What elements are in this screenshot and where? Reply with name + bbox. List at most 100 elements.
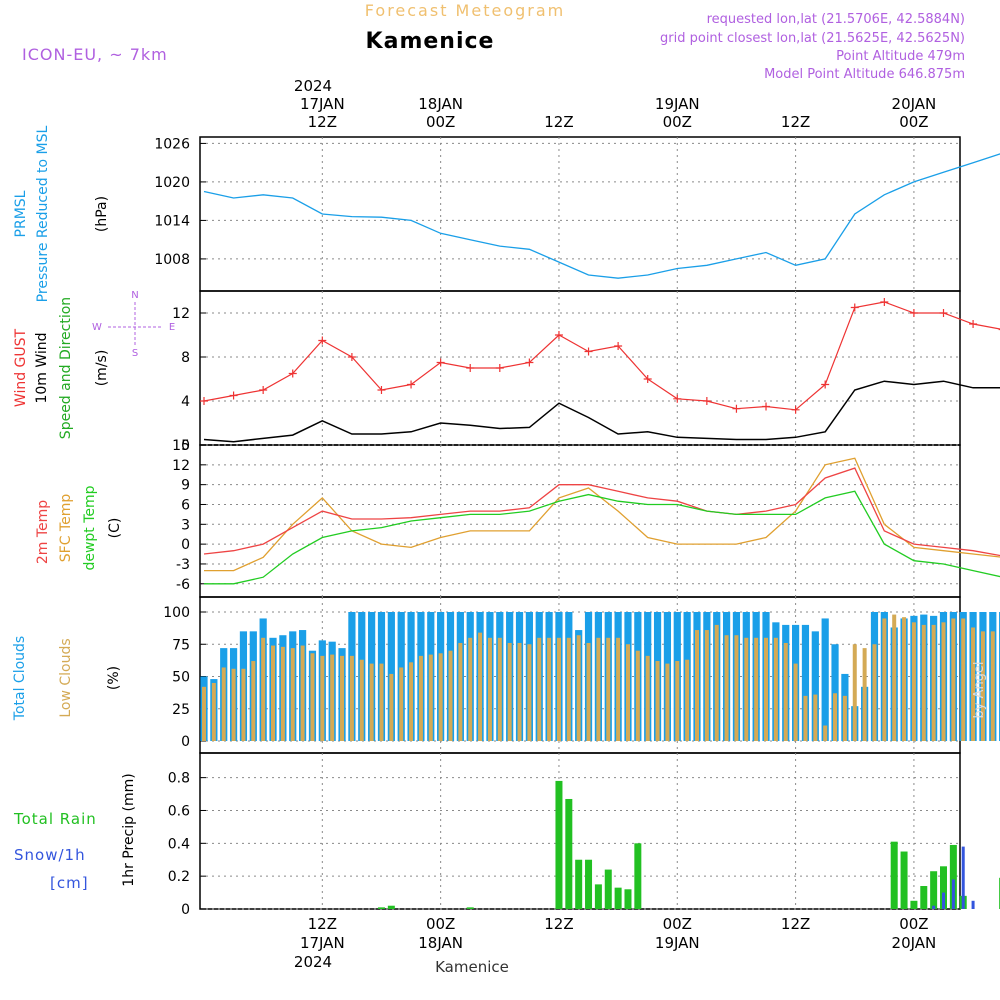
rain-bar xyxy=(575,859,583,909)
top-date-label: 17JAN xyxy=(300,95,345,113)
low-cloud-bar xyxy=(675,661,680,741)
wind-gust-marker xyxy=(850,303,859,312)
y-tick-label: -3 xyxy=(176,557,190,573)
low-cloud-bar xyxy=(418,655,423,741)
low-cloud-bar xyxy=(754,637,759,741)
rain-bar xyxy=(555,780,563,909)
low-cloud-bar xyxy=(202,686,206,741)
low-cloud-bar xyxy=(862,648,867,741)
low-clouds-label: Low Clouds xyxy=(58,638,74,717)
y-tick-label: 0 xyxy=(181,537,190,553)
rain-bar xyxy=(614,887,622,909)
low-cloud-bar xyxy=(478,632,483,741)
rain-bar xyxy=(910,900,918,909)
dewpoint-line xyxy=(204,490,1000,585)
y-tick-label: 0 xyxy=(181,734,190,750)
y-tick-label: 3 xyxy=(181,517,190,533)
low-cloud-bar xyxy=(497,637,502,741)
top-date-label: 19JAN xyxy=(655,95,700,113)
rain-bar xyxy=(930,871,938,909)
total-cloud-bar xyxy=(821,618,829,741)
top-hour-label: 00Z xyxy=(663,113,692,131)
low-cloud-bar xyxy=(931,624,936,741)
rain-bar xyxy=(594,884,602,909)
rain-bar xyxy=(387,905,395,909)
rain-bar xyxy=(565,798,573,909)
requested-coords: requested lon,lat (21.5706E, 42.5884N) xyxy=(707,12,965,27)
low-cloud-bar xyxy=(793,663,798,741)
y-tick-label: 0 xyxy=(181,438,190,454)
wind-gust-marker xyxy=(466,364,475,372)
low-cloud-bar xyxy=(271,645,276,741)
low-cloud-bar xyxy=(537,637,542,741)
y-tick-label: 0 xyxy=(181,902,190,918)
location-title: Kamenice xyxy=(366,29,495,54)
low-cloud-bar xyxy=(734,635,739,741)
snow-bar xyxy=(971,900,975,909)
wind-gust-marker xyxy=(762,402,771,411)
low-cloud-bar xyxy=(744,637,749,741)
t2m-label: 2m Temp xyxy=(35,500,51,564)
snow-bar xyxy=(942,892,945,909)
compass-n: N xyxy=(131,290,138,301)
wind-gust-marker xyxy=(229,391,238,400)
y-tick-label: 0.6 xyxy=(168,803,190,819)
low-cloud-bar xyxy=(764,637,769,741)
low-cloud-bar xyxy=(625,644,630,741)
bottom-date-label: 19JAN xyxy=(655,934,700,952)
rain-bar xyxy=(634,843,642,909)
wind-gust-marker xyxy=(525,358,534,367)
low-cloud-bar xyxy=(882,618,887,741)
low-cloud-bar xyxy=(655,661,660,741)
sfc-temp-line xyxy=(204,457,1000,572)
low-cloud-bar xyxy=(527,644,532,741)
low-cloud-bar xyxy=(340,655,345,741)
wind-gust-marker xyxy=(702,397,711,405)
top-date-label: 18JAN xyxy=(418,95,463,113)
top-date-label: 20JAN xyxy=(892,95,937,113)
low-cloud-bar xyxy=(280,646,285,741)
rain-bar xyxy=(920,886,928,909)
low-cloud-bar xyxy=(645,655,650,741)
y-tick-label: -6 xyxy=(176,577,190,593)
y-tick-label: 12 xyxy=(172,458,190,474)
low-cloud-bar xyxy=(576,635,581,741)
y-tick-label: 50 xyxy=(172,670,190,686)
chart-title: Forecast Meteogram xyxy=(365,1,565,20)
low-cloud-bar xyxy=(389,673,394,741)
footer-location: Kamenice xyxy=(435,958,509,976)
low-cloud-bar xyxy=(428,654,433,741)
rain-bar xyxy=(377,907,385,909)
temp-unit: (C) xyxy=(107,518,123,539)
y-tick-label: 1026 xyxy=(154,136,190,152)
bottom-date-label: 20JAN xyxy=(892,934,937,952)
pressure-label-2: Pressure Reduced to MSL xyxy=(35,125,51,302)
low-cloud-bar xyxy=(330,654,335,741)
wind-gust-marker xyxy=(495,364,504,372)
low-cloud-bar xyxy=(892,614,897,741)
low-cloud-bar xyxy=(773,637,778,741)
year-label-bottom: 2024 xyxy=(294,953,332,971)
low-cloud-bar xyxy=(231,668,236,741)
low-cloud-bar xyxy=(606,637,611,741)
wind-speed-line xyxy=(203,380,1000,443)
total-cloud-bar xyxy=(811,631,819,741)
wind-gust-marker xyxy=(880,298,889,306)
low-cloud-bar xyxy=(803,695,808,741)
low-cloud-bar xyxy=(783,642,788,741)
wind-gust-marker xyxy=(318,336,327,345)
bottom-hour-label: 00Z xyxy=(663,915,692,933)
low-cloud-bar xyxy=(616,637,621,741)
clouds-unit: (%) xyxy=(106,666,122,690)
pressure-panel xyxy=(199,136,961,292)
wind-unit: (m/s) xyxy=(94,350,110,387)
wind-gust-marker xyxy=(969,320,978,328)
pressure-line xyxy=(203,153,1000,279)
low-cloud-bar xyxy=(211,682,216,741)
low-cloud-bar xyxy=(517,642,522,741)
y-tick-label: 1014 xyxy=(154,213,190,229)
grid-lines xyxy=(200,137,960,910)
wind-gust-marker xyxy=(643,375,652,383)
bottom-hour-label: 12Z xyxy=(781,915,810,933)
compass-e: E xyxy=(169,322,175,333)
